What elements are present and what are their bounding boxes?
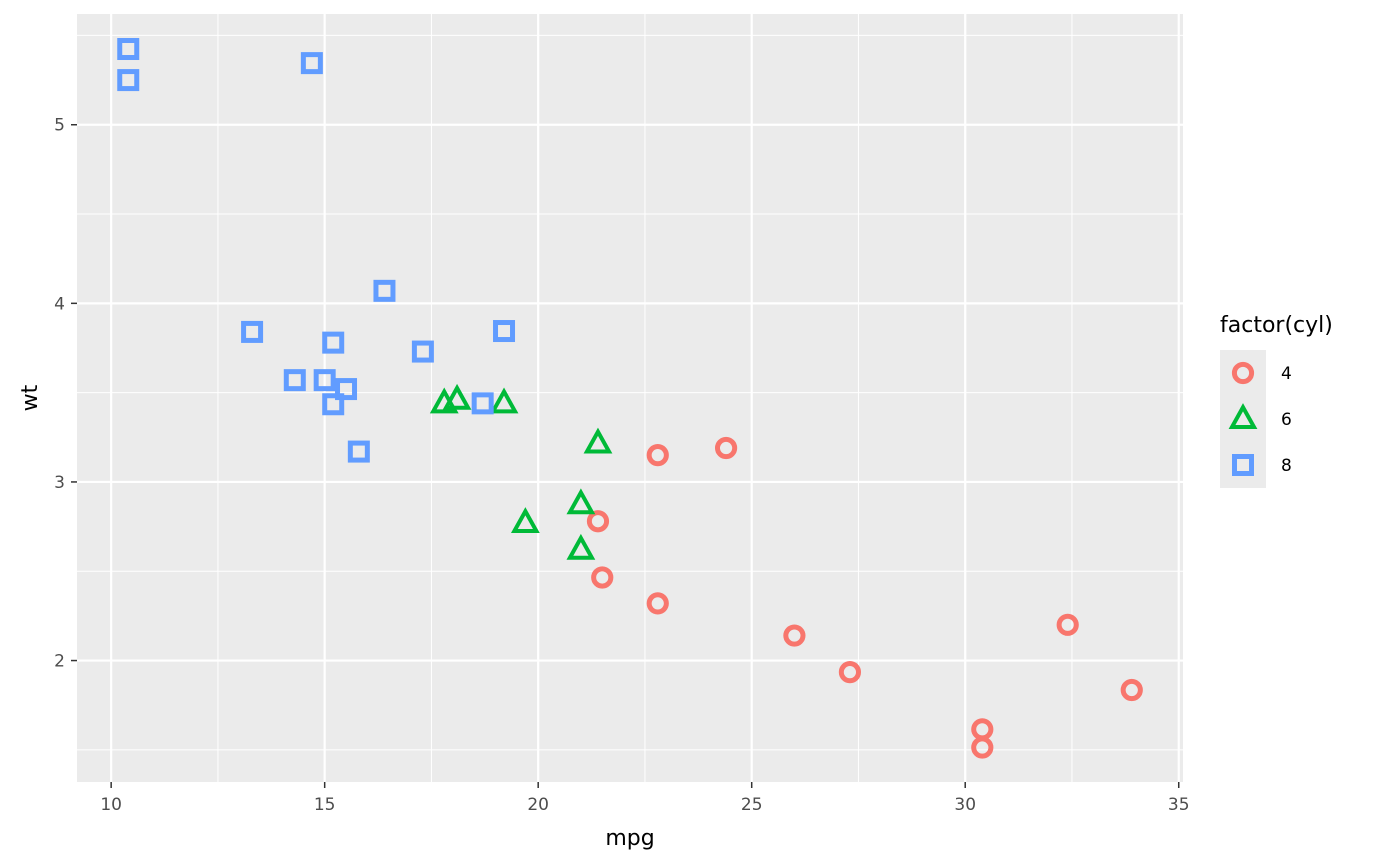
major-gridlines [77,14,1183,782]
data-point-triangle [510,507,540,534]
data-point-circle [838,661,862,684]
data-points [117,38,1143,759]
legend-key-circle [1231,361,1255,385]
data-point-square [283,369,306,392]
legend-label: 4 [1281,364,1292,384]
legend-key-triangle [1228,403,1258,429]
x-tick-label: 30 [954,795,976,815]
data-point-square [471,392,494,415]
legend-items: 4 6 8 [1228,361,1292,476]
data-point-circle [646,444,669,467]
y-tick-label: 5 [54,116,65,136]
plot-panel [77,14,1183,782]
data-point-triangle [442,383,472,410]
data-point-circle [971,736,994,759]
data-point-circle [1056,613,1079,636]
data-point-square [241,320,264,343]
x-axis-title: mpg [605,826,654,851]
data-point-square [347,440,370,463]
y-tick-label: 4 [54,294,65,314]
legend-label: 6 [1281,410,1292,430]
data-point-circle [646,592,669,615]
data-point-circle [1120,678,1143,702]
y-tick-label: 2 [54,652,65,672]
data-point-circle [586,510,610,533]
x-tick-label: 25 [741,795,763,815]
data-point-square [493,320,516,343]
data-point-square [117,69,140,92]
x-tick-label: 20 [527,795,549,815]
data-point-triangle [489,387,519,414]
data-point-circle [591,566,614,589]
y-tick-label: 3 [54,473,65,493]
data-point-triangle [429,387,459,414]
x-axis: 10 15 20 25 30 35 [100,782,1190,815]
x-tick-label: 10 [100,795,122,815]
legend-title: factor(cyl) [1220,313,1333,338]
minor-gridlines [77,14,1183,782]
data-point-triangle [583,427,613,454]
data-point-triangle [566,488,596,515]
x-tick-label: 35 [1168,795,1190,815]
data-point-triangle [566,533,596,560]
data-point-square [322,393,345,416]
data-point-square [313,369,336,392]
data-point-square [335,378,358,401]
legend-keys-background [1220,350,1266,488]
data-point-square [117,38,140,61]
y-axis-title: wt [18,384,43,411]
legend: factor(cyl) 4 6 8 [1220,313,1333,488]
data-point-square [322,331,345,354]
data-point-circle [783,624,806,647]
data-point-square [411,340,434,363]
legend-key-square [1232,454,1254,476]
x-tick-label: 15 [314,795,336,815]
data-point-square [300,52,323,75]
y-axis: 2 3 4 5 [54,116,77,672]
data-point-circle [714,436,738,460]
data-point-square [373,279,396,302]
legend-label: 8 [1281,456,1292,476]
